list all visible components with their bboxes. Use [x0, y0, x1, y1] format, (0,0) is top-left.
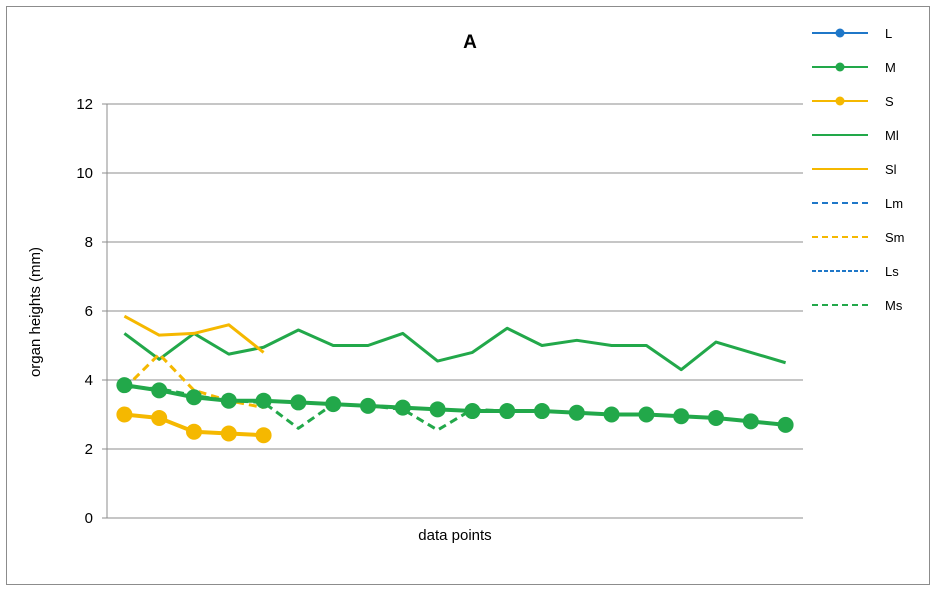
- data-point-M: [464, 403, 481, 420]
- data-point-M: [290, 394, 307, 411]
- series-Ml: [123, 326, 787, 372]
- y-tick-label: 12: [76, 96, 93, 113]
- legend-swatch-marker: [835, 62, 845, 72]
- legend-item-Ml: Ml: [812, 128, 899, 143]
- data-point-S: [220, 425, 237, 442]
- data-point-M: [673, 408, 690, 425]
- legend-label: S: [885, 94, 894, 109]
- legend-item-Ls: Ls: [812, 264, 899, 279]
- data-point-M: [534, 403, 550, 420]
- legend-swatch-marker: [835, 28, 845, 38]
- data-point-M: [116, 377, 133, 394]
- y-tick-label: 0: [85, 510, 93, 527]
- data-point-M: [151, 382, 168, 399]
- legend-item-Sl: Sl: [812, 162, 897, 177]
- data-point-M: [568, 404, 585, 421]
- legend-item-L: L: [812, 26, 892, 41]
- series-line-Ml: [123, 326, 787, 372]
- y-tick-label: 10: [76, 165, 93, 182]
- data-point-S: [151, 409, 168, 426]
- data-point-M: [429, 401, 446, 418]
- data-point-M: [394, 399, 411, 416]
- legend-label: Ms: [885, 298, 903, 313]
- series-line-Sl: [123, 314, 265, 354]
- legend-label: Sm: [885, 230, 905, 245]
- series-layer: [116, 314, 794, 444]
- data-point-S: [186, 423, 202, 440]
- legend-swatch-marker: [835, 96, 845, 106]
- y-axis-label: organ heights (mm): [27, 247, 44, 377]
- chart-frame: [6, 6, 930, 585]
- data-point-M: [742, 413, 759, 430]
- series-line-Sm: [123, 352, 264, 410]
- data-point-M: [360, 397, 376, 414]
- series-Sl: [123, 314, 265, 354]
- data-point-M: [603, 406, 620, 423]
- legend-label: Lm: [885, 196, 903, 211]
- legend-label: Ml: [885, 128, 899, 143]
- grid-lines: [106, 103, 803, 519]
- series-Sm: [123, 352, 264, 410]
- data-point-M: [499, 403, 516, 420]
- data-point-M: [708, 409, 724, 426]
- data-point-M: [777, 416, 794, 433]
- legend-item-M: M: [812, 60, 896, 75]
- series-M: [116, 377, 794, 433]
- legend-item-Lm: Lm: [812, 196, 903, 211]
- legend-label: L: [885, 26, 892, 41]
- series-S: [116, 406, 272, 444]
- chart-title: A: [463, 32, 477, 53]
- legend-label: Sl: [885, 162, 897, 177]
- y-tick-label: 6: [85, 303, 93, 320]
- legend-item-Sm: Sm: [812, 230, 905, 245]
- data-point-M: [186, 389, 202, 406]
- legend-item-S: S: [812, 94, 894, 109]
- y-axis-ticks: 0 2 4 6 8 10 12: [76, 96, 107, 527]
- data-point-M: [220, 392, 237, 409]
- data-point-S: [255, 427, 272, 444]
- legend-label: Ls: [885, 264, 899, 279]
- x-axis-label: data points: [418, 527, 491, 544]
- y-tick-label: 4: [85, 372, 93, 389]
- data-point-S: [116, 406, 133, 423]
- legend-label: M: [885, 60, 896, 75]
- data-point-M: [325, 396, 342, 413]
- data-point-M: [255, 392, 272, 409]
- data-point-M: [638, 406, 655, 423]
- legend-item-Ms: Ms: [812, 298, 903, 313]
- y-tick-label: 2: [85, 441, 93, 458]
- legend: L M S Ml Sl Lm Sm Ls Ms: [812, 26, 905, 313]
- y-tick-label: 8: [85, 234, 93, 251]
